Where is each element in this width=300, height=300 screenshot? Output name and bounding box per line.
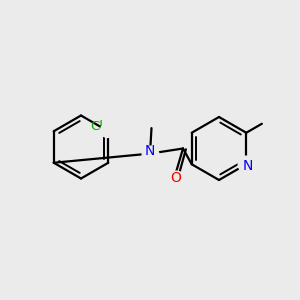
Text: N: N [243,159,253,173]
Text: N: N [145,144,155,158]
Text: O: O [170,172,181,185]
Text: Cl: Cl [90,120,103,133]
